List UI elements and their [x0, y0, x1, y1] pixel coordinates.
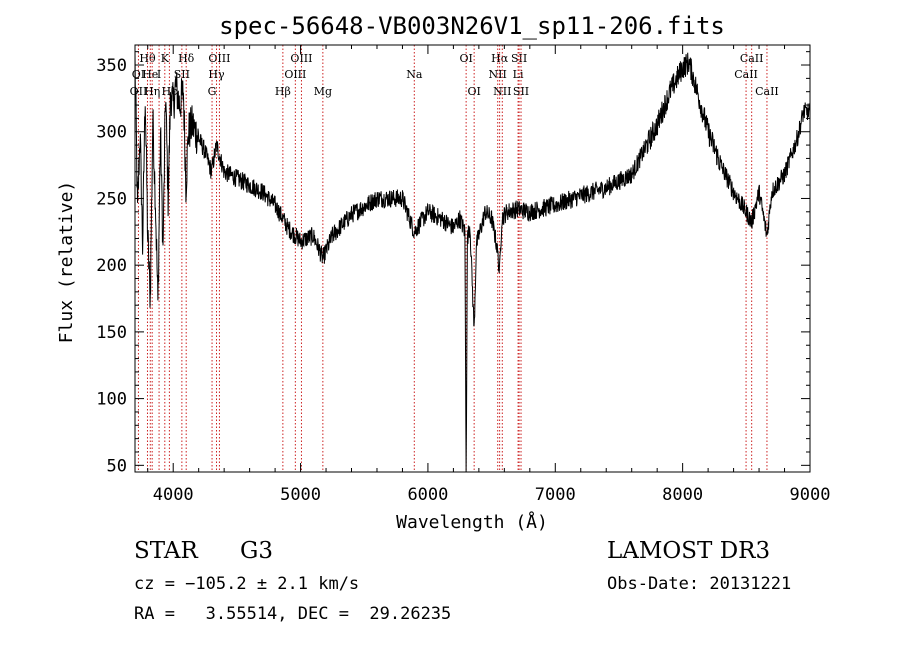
line-marker-label: SII: [513, 85, 529, 98]
y-tick-label: 350: [96, 56, 127, 76]
axes: 4000 5000 6000 7000 8000 9000 50 100 150 200 250 30…: [96, 44, 831, 505]
x-tick-label: 7000: [535, 485, 576, 505]
x-tick-label: 4000: [153, 485, 194, 505]
line-marker-label: Mg: [314, 85, 332, 98]
line-marker-label: Hβ: [275, 85, 291, 98]
spectrum-line: [134, 51, 811, 473]
line-marker-label: CaII: [755, 85, 779, 98]
observation-date: Obs-Date: 20131221: [607, 574, 792, 594]
x-tick-label: 5000: [280, 485, 321, 505]
line-marker-label: Hδ: [178, 52, 195, 65]
line-marker-label: OI: [467, 85, 480, 98]
x-axis-label: Wavelength (Å): [396, 511, 548, 533]
line-marker-label: OIII: [208, 52, 230, 65]
line-marker-label: OIII: [284, 68, 306, 81]
line-marker-label: Hγ: [208, 68, 225, 81]
line-marker-label: OI: [459, 52, 472, 65]
y-axis-label: Flux (relative): [56, 181, 77, 344]
line-marker-label: OIII: [290, 52, 312, 65]
x-tick-label: 6000: [407, 485, 448, 505]
y-tick-label: 100: [96, 390, 127, 410]
line-marker-label: I: [157, 68, 161, 81]
survey-name: LAMOST DR3: [607, 538, 771, 564]
line-marker-label: Hα: [491, 52, 509, 65]
redshift-readout: cz = −105.2 ± 2.1 km/s: [134, 574, 360, 594]
y-tick-label: 200: [96, 256, 127, 276]
y-tick-label: 250: [96, 189, 127, 209]
x-tick-label: 8000: [662, 485, 703, 505]
chart-title: spec-56648-VB003N26V1_sp11-206.fits: [219, 12, 725, 40]
spectrum-series: [134, 51, 811, 473]
line-marker-label: SII: [511, 52, 527, 65]
line-marker-label: He: [142, 68, 158, 81]
object-class: STAR: [134, 538, 198, 564]
line-marker-label: Na: [406, 68, 423, 81]
line-marker-label: NII: [493, 85, 511, 98]
line-marker-label: Hθ: [139, 52, 156, 65]
line-marker-label: NII: [489, 68, 507, 81]
x-tick-label: 9000: [790, 485, 831, 505]
y-tick-label: 50: [107, 456, 127, 476]
line-marker-label: Hη: [144, 85, 160, 98]
plot-frame: [134, 44, 811, 473]
line-marker-label: Li: [513, 68, 524, 81]
y-tick-label: 300: [96, 123, 127, 143]
line-marker-label: CaII: [734, 68, 758, 81]
line-marker-label: CaII: [740, 52, 764, 65]
object-subclass: G3: [240, 538, 274, 564]
line-marker-label: K: [161, 52, 170, 65]
line-marker-label: SII: [174, 68, 190, 81]
y-tick-label: 150: [96, 323, 127, 343]
line-marker-label: G: [208, 85, 217, 98]
coordinates-readout: RA = 3.55514, DEC = 29.26235: [134, 604, 452, 624]
